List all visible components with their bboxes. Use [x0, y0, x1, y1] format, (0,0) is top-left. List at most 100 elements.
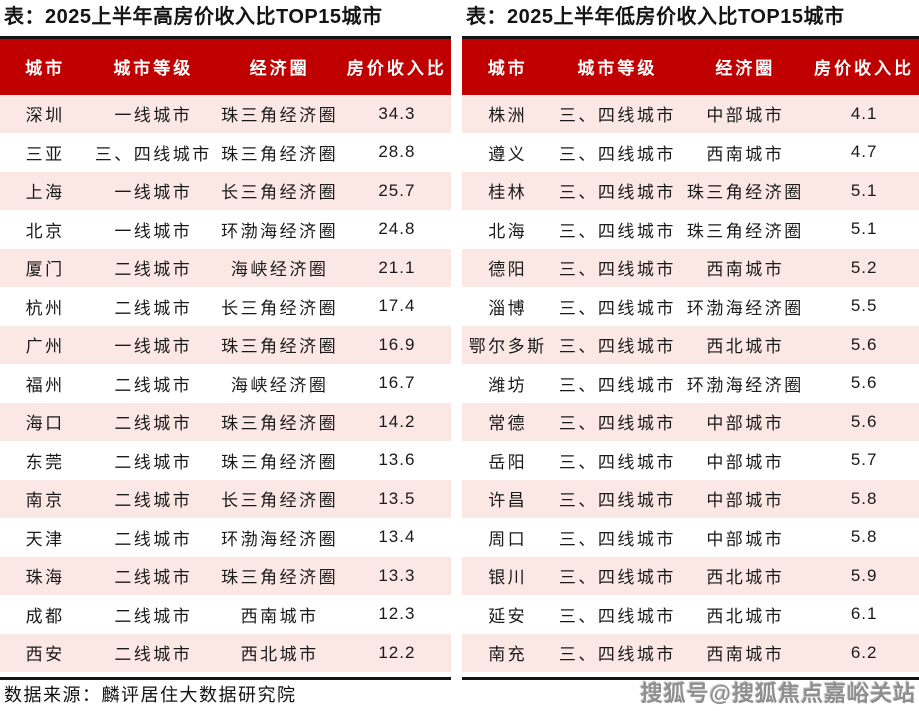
city-cell: 许昌 [488, 491, 528, 511]
city-cell: 常德 [488, 414, 528, 434]
city-cell: 天津 [25, 529, 65, 549]
table-row: 天津 二线城市 环渤海经济圈 13.4 [0, 518, 451, 557]
tier-cell: 一线城市 [114, 337, 193, 357]
ratio-cell: 5.1 [850, 180, 878, 200]
tier-cell: 二线城市 [114, 491, 193, 511]
ratio-cell: 13.5 [378, 488, 416, 508]
ratio-cell: 4.7 [850, 142, 878, 162]
region-cell: 中部城市 [706, 452, 785, 472]
city-cell: 南京 [25, 491, 65, 511]
city-cell: 深圳 [25, 106, 65, 126]
table-body: 株洲 三、四线城市 中部城市 4.1 遵义 三、四线城市 西南城市 4.7 桂林 三、四线城市 珠三… [462, 94, 919, 672]
tier-cell: 三、四线城市 [558, 452, 676, 472]
ratio-cell: 13.3 [378, 565, 416, 585]
tier-cell: 三、四线城市 [558, 645, 676, 665]
ratio-cell: 14.2 [378, 411, 416, 431]
region-cell: 西南城市 [706, 645, 785, 665]
tier-cell: 三、四线城市 [558, 144, 676, 164]
table-row: 杭州 二线城市 长三角经济圈 17.4 [0, 287, 451, 326]
table-row: 珠海 二线城市 珠三角经济圈 13.3 [0, 556, 451, 595]
region-cell: 珠三角经济圈 [221, 452, 339, 472]
tier-cell: 三、四线城市 [558, 529, 676, 549]
city-cell: 厦门 [25, 260, 65, 280]
table-row: 三亚 三、四线城市 珠三角经济圈 28.8 [0, 133, 451, 172]
table-row: 常德 三、四线城市 中部城市 5.6 [462, 402, 919, 441]
header-row: 城市 城市等级 经济圈 房价收入比 [462, 36, 919, 95]
table-row: 北海 三、四线城市 珠三角经济圈 5.1 [462, 210, 919, 249]
region-cell: 长三角经济圈 [221, 183, 339, 203]
tier-cell: 三、四线城市 [558, 337, 676, 357]
tier-cell: 二线城市 [114, 568, 193, 588]
region-cell: 珠三角经济圈 [221, 414, 339, 434]
region-cell: 珠三角经济圈 [221, 337, 339, 357]
city-cell: 珠海 [25, 568, 65, 588]
tier-cell: 一线城市 [114, 106, 193, 126]
tier-cell: 三、四线城市 [558, 106, 676, 126]
region-cell: 西北城市 [706, 337, 785, 357]
ratio-cell: 5.1 [850, 219, 878, 239]
city-cell: 三亚 [25, 144, 65, 164]
tier-cell: 三、四线城市 [558, 375, 676, 395]
column-header: 城市等级 [90, 36, 217, 95]
city-cell: 鄂尔多斯 [468, 337, 547, 357]
table-row: 广州 一线城市 珠三角经济圈 16.9 [0, 325, 451, 364]
tier-cell: 三、四线城市 [558, 260, 676, 280]
ratio-cell: 5.8 [850, 488, 878, 508]
region-cell: 珠三角经济圈 [221, 106, 339, 126]
column-header: 经济圈 [681, 36, 810, 95]
city-cell: 南充 [488, 645, 528, 665]
city-cell: 周口 [488, 529, 528, 549]
region-cell: 中部城市 [706, 491, 785, 511]
table-body: 深圳 一线城市 珠三角经济圈 34.3 三亚 三、四线城市 珠三角经济圈 28.8 上海 一线城市… [0, 94, 451, 672]
low-ratio-table-block: 表：2025上半年低房价收入比TOP15城市 城市 城市等级 经济圈 房价收入比 株洲… [462, 0, 919, 680]
tier-cell: 二线城市 [114, 452, 193, 472]
ratio-cell: 5.7 [850, 450, 878, 470]
ratio-cell: 17.4 [378, 296, 416, 316]
city-cell: 株洲 [488, 106, 528, 126]
table-row: 北京 一线城市 环渤海经济圈 24.8 [0, 210, 451, 249]
tier-cell: 三、四线城市 [558, 491, 676, 511]
table-frame: 城市 城市等级 经济圈 房价收入比 株洲 三、四线城市 中部城市 4.1 遵义 三、四线城市 西南… [462, 36, 919, 680]
tier-cell: 三、四线城市 [94, 144, 212, 164]
column-header: 房价收入比 [809, 36, 919, 95]
region-cell: 环渤海经济圈 [221, 529, 339, 549]
footer: 数据来源：麟评居住大数据研究院 搜狐号@搜狐焦点嘉峪关站 [0, 680, 919, 711]
ratio-cell: 5.2 [850, 257, 878, 277]
ratio-cell: 6.2 [850, 642, 878, 662]
data-source-note: 数据来源：麟评居住大数据研究院 [4, 685, 297, 705]
table-row: 上海 一线城市 长三角经济圈 25.7 [0, 171, 451, 210]
table-row: 株洲 三、四线城市 中部城市 4.1 [462, 94, 919, 133]
tier-cell: 二线城市 [114, 414, 193, 434]
ratio-cell: 34.3 [378, 103, 416, 123]
city-cell: 海口 [25, 414, 65, 434]
region-cell: 海峡经济圈 [230, 260, 329, 280]
region-cell: 环渤海经济圈 [686, 298, 804, 318]
ratio-cell: 28.8 [378, 142, 416, 162]
city-cell: 延安 [488, 606, 528, 626]
region-cell: 西南城市 [240, 606, 319, 626]
ratio-cell: 4.1 [850, 103, 878, 123]
tier-cell: 一线城市 [114, 221, 193, 241]
city-cell: 北海 [488, 221, 528, 241]
table-row: 周口 三、四线城市 中部城市 5.8 [462, 518, 919, 557]
region-cell: 珠三角经济圈 [686, 183, 804, 203]
ratio-cell: 5.5 [850, 296, 878, 316]
tier-cell: 二线城市 [114, 529, 193, 549]
region-cell: 西南城市 [706, 260, 785, 280]
city-cell: 德阳 [488, 260, 528, 280]
region-cell: 珠三角经济圈 [221, 144, 339, 164]
data-table: 城市 城市等级 经济圈 房价收入比 株洲 三、四线城市 中部城市 4.1 遵义 三、四线城市 西南… [462, 36, 919, 672]
city-cell: 潍坊 [488, 375, 528, 395]
tier-cell: 二线城市 [114, 375, 193, 395]
ratio-cell: 12.3 [378, 604, 416, 624]
city-cell: 成都 [25, 606, 65, 626]
city-cell: 岳阳 [488, 452, 528, 472]
data-table: 城市 城市等级 经济圈 房价收入比 深圳 一线城市 珠三角经济圈 34.3 三亚 三、四线城市珠… [0, 36, 451, 672]
tier-cell: 一线城市 [114, 183, 193, 203]
ratio-cell: 25.7 [378, 180, 416, 200]
region-cell: 中部城市 [706, 106, 785, 126]
table-title: 表：2025上半年低房价收入比TOP15城市 [466, 6, 845, 28]
table-row: 福州 二线城市 海峡经济圈 16.7 [0, 364, 451, 403]
column-header: 城市 [462, 36, 554, 95]
ratio-cell: 16.7 [378, 373, 416, 393]
